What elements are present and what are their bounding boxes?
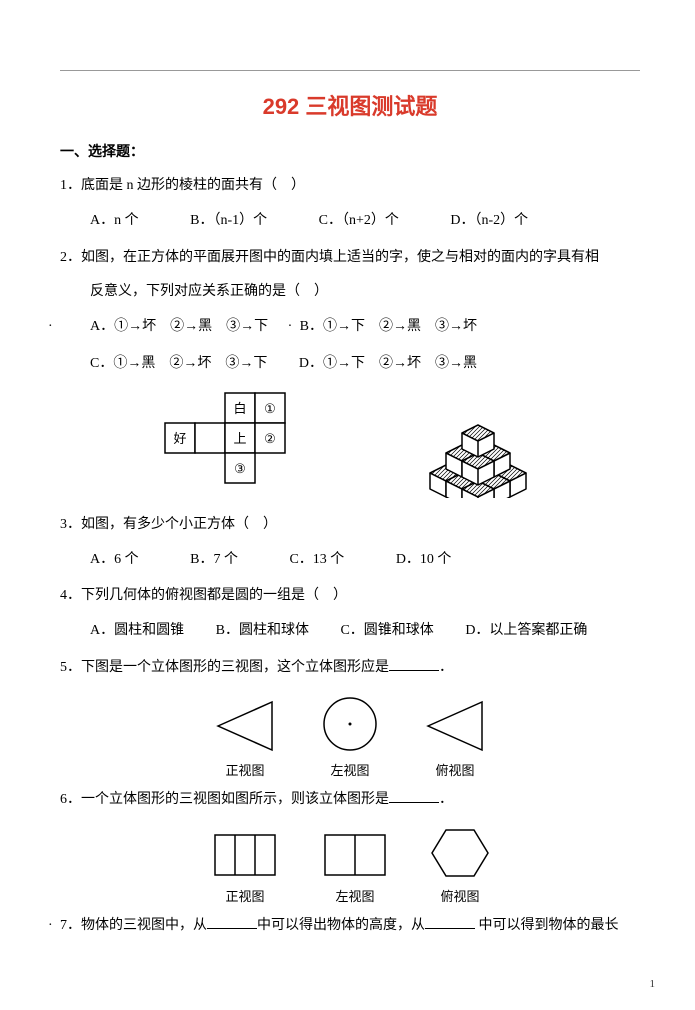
q3-text: 3．如图，有多少个小正方体（ ） <box>60 510 640 541</box>
figure-row-q2-q3: 白 ① 好 上 ② ③ <box>60 388 640 498</box>
net-shang: 上 <box>233 431 246 446</box>
q5-top-view <box>420 698 490 754</box>
q4-opt-d: D．以上答案都正确 <box>465 616 587 647</box>
q1-options: A．n 个 B．（n-1）个 C．（n+2）个 D．（n-2）个 <box>60 206 640 237</box>
q5-pre: 5．下图是一个立体图形的三视图，这个立体图形应是 <box>60 660 389 675</box>
q4-text: 4．下列几何体的俯视图都是圆的一组是（ ） <box>60 581 640 612</box>
q4-opt-c: C．圆锥和球体 <box>340 616 433 647</box>
net-c3: ③ <box>234 461 246 476</box>
q6-blank <box>389 788 439 803</box>
q5-left-col: 左视图 <box>320 694 380 779</box>
q3-options: A．6 个 B．7 个 C．13 个 D．10 个 <box>60 545 640 576</box>
q7-text: 7．物体的三视图中，从 中可以得出物体的高度，从 中可以得到物体的最长 <box>60 911 640 942</box>
q3-opt-b: B．7 个 <box>190 545 238 576</box>
q7-blank2 <box>425 914 475 929</box>
page-number: 1 <box>650 978 656 990</box>
q6-left-col: 左视图 <box>320 830 390 905</box>
q2-options-row2: C．①→黑 ②→坏 ③→下 D．①→下 ②→坏 ③→黑 <box>60 349 640 380</box>
q7-a: 7．物体的三视图中，从 <box>60 918 207 933</box>
q5-left-view <box>320 694 380 754</box>
q2-opt-b: B．①→下 ②→黑 ③→坏 <box>300 312 477 343</box>
section-heading: 一、选择题： <box>60 141 640 161</box>
q6-pre: 6．一个立体图形的三视图如图所示，则该立体图形是 <box>60 792 389 807</box>
cube-net-figure: 白 ① 好 上 ② ③ <box>150 388 330 498</box>
q3-opt-d: D．10 个 <box>396 545 452 576</box>
q6-front-label: 正视图 <box>225 886 264 905</box>
q5-left-label: 左视图 <box>330 760 369 779</box>
net-hao: 好 <box>173 431 186 446</box>
q6-top-col: 俯视图 <box>430 826 490 905</box>
top-rule <box>60 70 640 71</box>
cube-stack-figure <box>410 388 550 498</box>
q2-opt-c: C．①→黑 ②→坏 ③→下 <box>90 349 267 380</box>
q5-top-col: 俯视图 <box>420 698 490 779</box>
q6-left-label: 左视图 <box>335 886 374 905</box>
q5-views: 正视图 左视图 俯视图 <box>60 694 640 779</box>
q3-opt-c: C．13 个 <box>289 545 344 576</box>
page-title: 292 三视图测试题 <box>60 89 640 121</box>
net-c2: ② <box>264 431 276 446</box>
q6-top-view <box>430 826 490 880</box>
q2-line2: 反意义，下列对应关系正确的是（ ） <box>60 277 640 308</box>
q1-opt-d: D．（n-2）个 <box>450 206 528 237</box>
q5-front-label: 正视图 <box>225 760 264 779</box>
q3-opt-a: A．6 个 <box>90 545 139 576</box>
q1-text: 1．底面是 n 边形的棱柱的面共有（ ） <box>60 171 640 202</box>
q5-front-col: 正视图 <box>210 698 280 779</box>
q5-blank <box>389 656 439 671</box>
q4-opt-a: A．圆柱和圆锥 <box>90 616 184 647</box>
q2-line1: 2．如图，在正方体的平面展开图中的面内填上适当的字，使之与相对的面内的字具有相 <box>60 243 640 274</box>
q7-b: 中可以得出物体的高度，从 <box>257 918 425 933</box>
q6-views: 正视图 左视图 俯视图 <box>60 826 640 905</box>
page: 292 三视图测试题 一、选择题： 1．底面是 n 边形的棱柱的面共有（ ） A… <box>0 0 695 1010</box>
q4-options: A．圆柱和圆锥 B．圆柱和球体 C．圆锥和球体 D．以上答案都正确 <box>60 616 640 647</box>
q1-opt-a: A．n 个 <box>90 206 139 237</box>
q2-options-row1: A．①→坏 ②→黑 ③→下 B．①→下 ②→黑 ③→坏 <box>60 312 640 343</box>
q7-blank1 <box>207 914 257 929</box>
q5-front-view <box>210 698 280 754</box>
q6-text: 6．一个立体图形的三视图如图所示，则该立体图形是 ． <box>60 785 640 816</box>
q6-front-col: 正视图 <box>210 830 280 905</box>
q5-text: 5．下图是一个立体图形的三视图，这个立体图形应是 ． <box>60 653 640 684</box>
q6-front-view <box>210 830 280 880</box>
q5-top-label: 俯视图 <box>435 760 474 779</box>
q7-c: 中可以得到物体的最长 <box>475 918 619 933</box>
q6-top-label: 俯视图 <box>440 886 479 905</box>
q6-post: ． <box>439 792 453 807</box>
q2-opt-d: D．①→下 ②→坏 ③→黑 <box>299 349 477 380</box>
net-bai: 白 <box>233 401 246 416</box>
q5-post: ． <box>439 660 453 675</box>
q1-opt-c: C．（n+2）个 <box>319 206 399 237</box>
q2-opt-a: A．①→坏 ②→黑 ③→下 <box>90 312 268 343</box>
q4-opt-b: B．圆柱和球体 <box>216 616 309 647</box>
net-c1: ① <box>264 401 276 416</box>
q6-left-view <box>320 830 390 880</box>
q1-opt-b: B．（n-1）个 <box>190 206 267 237</box>
